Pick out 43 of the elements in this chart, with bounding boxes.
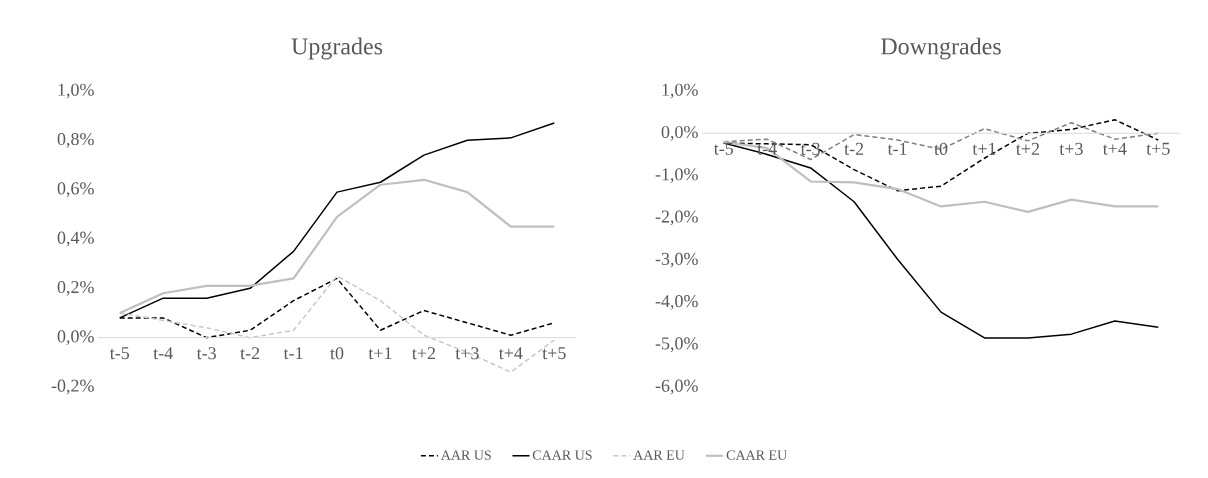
y-tick-label: 1,0% <box>58 83 94 99</box>
x-tick-label: t-3 <box>196 347 216 360</box>
y-tick-label: 0,0% <box>57 330 94 346</box>
chart-title: Upgrades <box>291 37 383 60</box>
x-tick-label: t+5 <box>1146 142 1170 155</box>
legend-label: CAAR EU <box>726 450 787 460</box>
x-tick-label: t+5 <box>542 347 566 360</box>
x-tick-label: t+1 <box>368 347 392 360</box>
x-tick-label: t-1 <box>283 347 303 360</box>
y-tick-label: -4,0% <box>655 295 698 310</box>
y-tick-label: 0,4% <box>57 231 94 247</box>
legend-label: AAR US <box>440 450 491 460</box>
x-tick-label: t-4 <box>153 347 173 360</box>
x-tick-label: t0 <box>330 347 344 360</box>
x-tick-label: t+3 <box>1059 142 1083 155</box>
y-tick-label: 1,0% <box>662 83 698 99</box>
x-tick-label: t-2 <box>844 142 864 155</box>
legend-label: CAAR US <box>532 450 592 460</box>
x-tick-label: t+3 <box>455 347 479 360</box>
y-tick-label: -3,0% <box>655 252 698 268</box>
y-tick-label: -0,2% <box>51 379 94 395</box>
chart-title: Downgrades <box>881 37 1001 60</box>
x-tick-label: t-1 <box>887 142 907 155</box>
y-tick-label: 0,8% <box>57 132 94 148</box>
y-tick-label: 0,0% <box>661 125 698 141</box>
x-tick-label: t+4 <box>1102 142 1127 155</box>
y-tick-label: -2,0% <box>655 210 698 226</box>
x-tick-label: t-4 <box>757 142 777 155</box>
y-tick-label: -1,0% <box>655 168 698 183</box>
x-tick-label: t+4 <box>498 347 523 360</box>
legend-label: AAR EU <box>633 450 685 460</box>
x-tick-label: t-5 <box>713 142 734 155</box>
x-tick-label: t-2 <box>240 347 260 360</box>
y-tick-label: -5,0% <box>655 337 698 353</box>
y-tick-label: 0,2% <box>57 280 94 296</box>
x-tick-label: t+2 <box>412 347 436 360</box>
x-tick-label: t+1 <box>972 142 996 155</box>
x-tick-label: t0 <box>934 142 948 155</box>
y-tick-label: -6,0% <box>655 379 698 395</box>
x-tick-label: t+2 <box>1016 142 1039 155</box>
x-tick-label: t-3 <box>800 142 820 155</box>
x-tick-label: t-5 <box>109 347 130 360</box>
y-tick-label: 0,6% <box>57 182 94 198</box>
